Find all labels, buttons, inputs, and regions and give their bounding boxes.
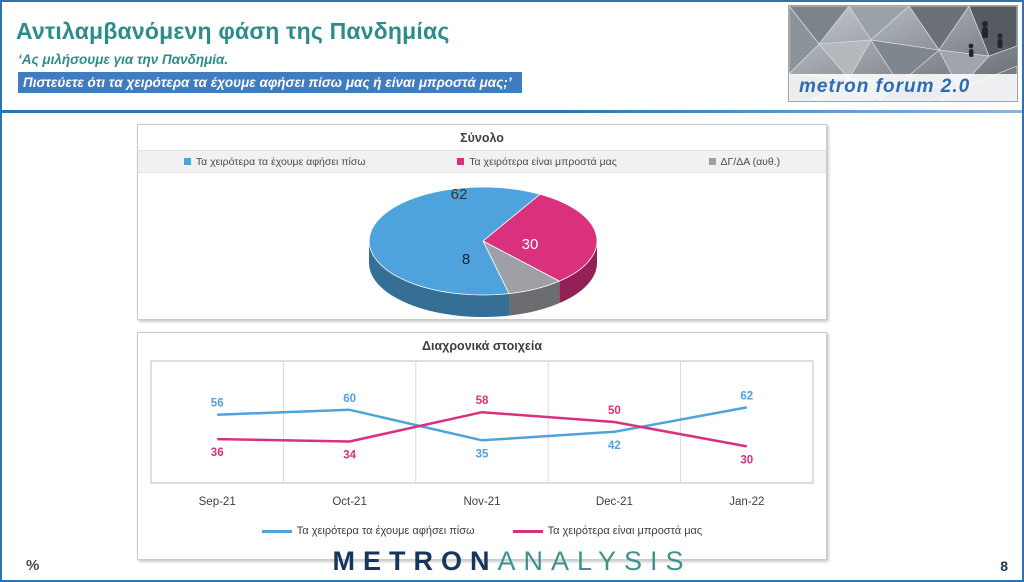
metron-forum-logo: metron forum 2.0 — [788, 5, 1018, 102]
pie-slice-side — [559, 241, 597, 304]
legend-label: ΔΓ/ΔΑ (αυθ.) — [720, 155, 781, 168]
pie-slice-side — [369, 241, 509, 318]
brand-analysis: ANALYSIS — [497, 546, 692, 576]
line-legend-item: Τα χειρότερα είναι μπροστά μας — [512, 525, 703, 537]
legend-label: Τα χειρότερα τα έχουμε αφήσει πίσω — [195, 155, 366, 168]
legend-marker — [183, 158, 191, 165]
data-label: 60 — [343, 393, 356, 405]
pie-value-label: 8 — [462, 251, 470, 268]
data-label: 58 — [476, 395, 489, 407]
legend-marker — [708, 158, 716, 165]
legend-label: Τα χειρότερα είναι μπροστά μας — [547, 525, 703, 537]
series-line — [217, 406, 748, 442]
pie-chart: 62 30 8 — [368, 186, 598, 318]
pie-legend-item: Τα χειρότερα είναι μπροστά μας — [457, 156, 617, 168]
header-subtitle-line1: ‘Ας μιλήσουμε για την Πανδημία. — [18, 52, 229, 67]
data-label: 56 — [211, 398, 224, 410]
data-label: 62 — [740, 390, 753, 402]
pie-chart-title: Σύνολο — [460, 131, 504, 145]
plot-border — [150, 360, 814, 484]
pie-legend-item: ΔΓ/ΔΑ (αυθ.) — [708, 155, 781, 168]
data-label: 30 — [740, 454, 753, 466]
line-legend-item: Τα χειρότερα τα έχουμε αφήσει πίσω — [261, 525, 475, 537]
people-silhouettes — [968, 21, 1003, 57]
legend-label: Τα χειρότερα τα έχουμε αφήσει πίσω — [296, 525, 475, 537]
line-chart-legend: Τα χειρότερα τα έχουμε αφήσει πίσω Τα χει… — [138, 525, 826, 537]
x-axis-label: Sep-21 — [199, 496, 236, 508]
header: Αντιλαμβανόμενη φάση της Πανδημίας ‘Ας μ… — [2, 2, 1022, 110]
pie-slice — [368, 186, 541, 296]
data-label: 50 — [608, 405, 621, 417]
legend-marker — [457, 158, 465, 165]
line-chart-panel: Διαχρονικά στοιχεία 56 60 35 42 62 36 34 58 50 30… — [137, 332, 827, 560]
page-number: 8 — [1000, 558, 1008, 574]
pie-slice-side — [509, 281, 560, 316]
pie-slice — [482, 193, 598, 282]
data-label: 34 — [343, 450, 356, 462]
legend-label: Τα χειρότερα είναι μπροστά μας — [469, 155, 617, 168]
x-axis-label: Dec-21 — [596, 496, 633, 508]
pie-legend-item: Τα χειρότερα τα έχουμε αφήσει πίσω — [183, 155, 366, 168]
legend-line-sample — [261, 529, 292, 533]
x-axis-label: Oct-21 — [332, 496, 367, 508]
page-title: Αντιλαμβανόμενη φάση της Πανδημίας — [16, 18, 450, 44]
series-line — [217, 410, 748, 448]
pie-value-label: 30 — [522, 236, 539, 253]
x-axis-label: Jan-22 — [729, 496, 764, 508]
brand-metron: METRON — [332, 546, 498, 576]
data-label: 36 — [211, 447, 224, 459]
pie-chart-panel: Σύνολο Τα χειρότερα τα έχουμε αφήσει πίσ… — [137, 124, 827, 320]
pie-value-label: 62 — [451, 186, 468, 203]
data-label: 35 — [476, 448, 489, 460]
legend-line-sample — [512, 529, 543, 533]
pie-chart-legend: Τα χειρότερα τα έχουμε αφήσει πίσω Τα χει… — [138, 150, 826, 173]
metron-analysis-logo: METRONANALYSIS — [2, 546, 1022, 577]
line-chart: 56 60 35 42 62 36 34 58 50 30 Sep-21 Oct-21 Nov-21 De… — [150, 360, 814, 508]
percent-label: % — [26, 557, 40, 574]
data-label: 42 — [608, 440, 621, 452]
x-axis-label: Nov-21 — [463, 496, 500, 508]
metron-forum-wordmark: metron forum 2.0 — [789, 74, 1017, 101]
header-divider — [2, 110, 1022, 113]
header-subtitle-line2: Πιστεύετε ότι τα χειρότερα τα έχουμε αφή… — [18, 72, 522, 93]
line-chart-title: Διαχρονικά στοιχεία — [421, 339, 543, 353]
